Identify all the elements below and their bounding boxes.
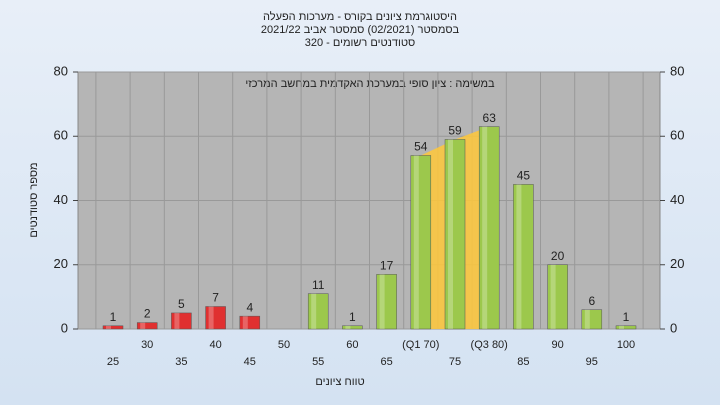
bar-shine [482,126,488,329]
annotation: במשימה : ציון סופי במערכת האקדמית במחשב … [245,78,495,90]
x-tick-label: 25 [107,356,119,368]
bar-shine [584,309,590,329]
bar [376,274,397,330]
value-label: 6 [588,294,595,308]
bar [205,306,226,330]
value-label: 45 [517,169,531,183]
bar-shine [208,306,214,329]
y-tick-label: 20 [54,256,68,271]
y2-tick-label: 80 [670,63,684,78]
x-tick-label: (Q1 70) [402,339,439,351]
bar-shine [619,325,624,329]
value-label: 63 [483,111,497,125]
y-tick-label: 40 [54,192,68,207]
value-label: 59 [448,124,462,138]
y-tick-label: 60 [54,128,68,143]
value-label: 2 [144,307,151,321]
x-tick-label: 45 [244,356,256,368]
bar [307,293,329,330]
bar [410,155,432,330]
chart-title: היסטוגרמת ציונים בקורס - מערכות הפעלה [263,10,457,23]
y2-tick-label: 20 [670,256,684,271]
bar [102,325,124,330]
x-axis-label: טווח ציונים [315,376,364,388]
bar [171,312,192,330]
value-label: 1 [110,310,117,324]
x-tick-label: 95 [586,356,598,368]
bar-shine [106,325,111,329]
y-axis-label: מספר סטודנטים [28,162,40,237]
x-tick-label: 85 [517,356,529,368]
y-tick-label: 80 [54,63,68,78]
bar-shine [413,155,419,329]
chart-subtitle: סטודנטים רשומים - 320 [305,37,416,49]
bar-shine [140,322,146,329]
bar-shine [242,316,248,329]
x-tick-label: (Q3 80) [471,339,508,351]
value-label: 1 [349,310,356,324]
value-label: 1 [623,310,630,324]
bar-shine [448,139,453,329]
bar-shine [174,312,180,329]
value-label: 20 [551,249,565,263]
x-tick-label: 55 [312,356,324,368]
bar [615,325,637,330]
bar [478,126,500,330]
value-label: 7 [212,291,219,305]
x-tick-label: 40 [209,339,221,351]
value-label: 11 [312,278,325,292]
bar [342,325,363,330]
y2-tick-label: 60 [670,128,684,143]
bar [513,184,534,330]
x-tick-label: 30 [141,339,153,351]
value-label: 4 [246,300,253,314]
bar [239,315,261,330]
bar-shine [379,274,385,329]
value-label: 17 [380,259,394,273]
x-tick-label: 90 [551,339,563,351]
value-label: 5 [178,297,185,311]
bar-shine [550,264,556,329]
y2-tick-label: 40 [670,192,684,207]
bar [136,322,158,330]
bar [547,264,568,330]
y2-tick-label: 0 [670,320,677,335]
x-tick-label: 50 [278,339,290,351]
bar [444,139,466,330]
bar-shine [311,293,317,329]
x-tick-label: 35 [175,356,187,368]
x-tick-label: 60 [346,339,358,351]
x-tick-label: 65 [380,356,392,368]
bar-shine [516,184,522,329]
chart-subtitle: בסמסטר (02/2021) סמסטר אביב 2021/22 [261,24,460,36]
y-tick-label: 0 [61,320,68,335]
x-tick-label: 75 [449,356,461,368]
value-label: 54 [414,140,428,154]
bar [581,309,603,330]
bar-shine [345,325,351,329]
x-tick-label: 100 [617,339,635,351]
